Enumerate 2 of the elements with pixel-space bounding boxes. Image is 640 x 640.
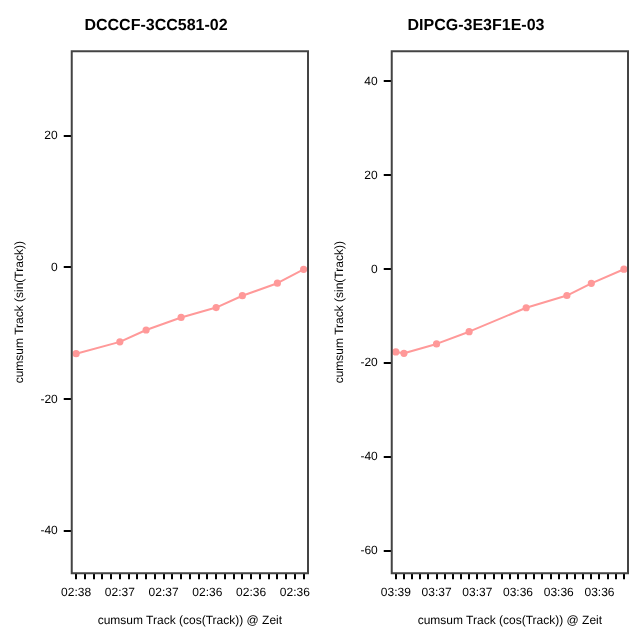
chart-title: DCCCF-3CC581-02 [84,16,229,35]
chart-title: DIPCG-3E3F1E-03 [407,16,546,35]
